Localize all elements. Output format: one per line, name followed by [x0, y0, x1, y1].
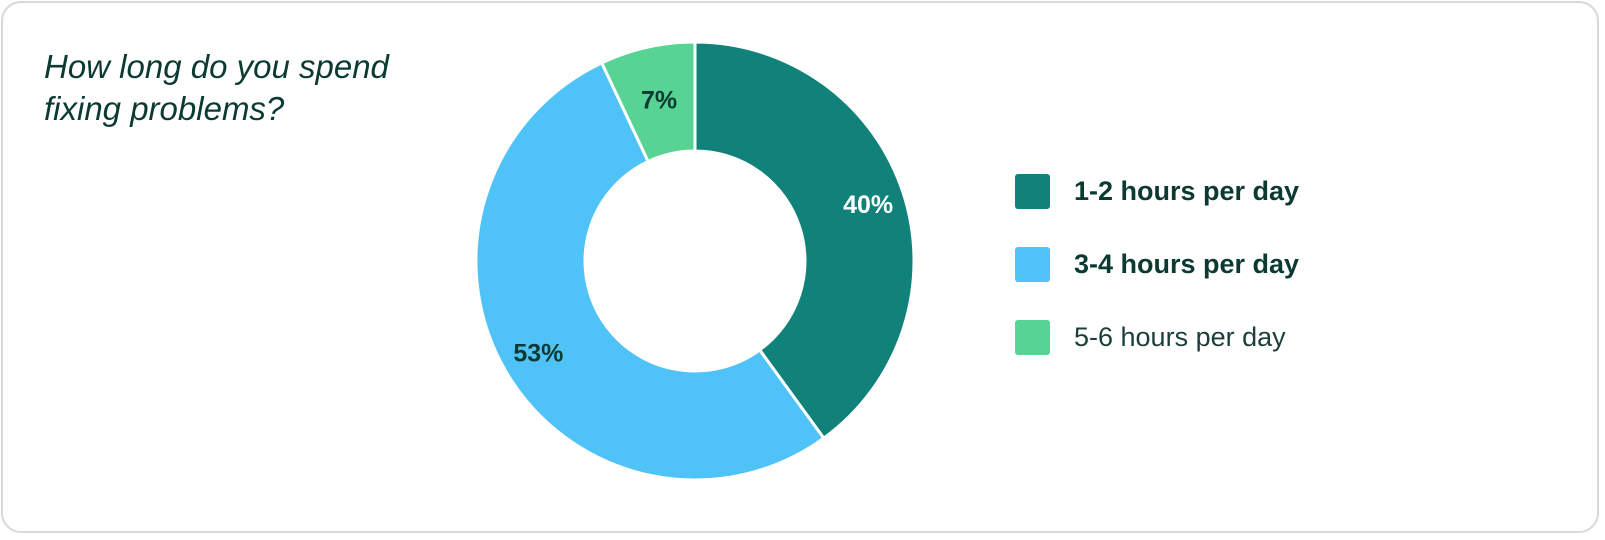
legend-swatch	[1015, 173, 1050, 209]
legend-label: 3-4 hours per day	[1074, 248, 1300, 279]
slice-label-3: 7%	[641, 86, 677, 114]
legend-label: 1-2 hours per day	[1074, 175, 1300, 206]
chart-title: How long do you spend fixing problems?	[44, 48, 389, 127]
legend-swatch	[1015, 246, 1050, 282]
legend-item-5-6-hours: 5-6 hours per day	[1015, 319, 1299, 355]
donut-slice-1	[693, 40, 916, 441]
chart-legend: 1-2 hours per day 3-4 hours per day 5-6 …	[1015, 173, 1299, 392]
slice-label-1: 40%	[843, 191, 893, 219]
donut-slices	[474, 40, 916, 482]
legend-item-1-2-hours: 1-2 hours per day	[1015, 173, 1299, 209]
donut-slice-labels: 40% 53% 7%	[513, 86, 893, 367]
donut-slice-3	[599, 40, 697, 164]
slice-label-2: 53%	[513, 340, 563, 368]
donut-slice-2	[474, 60, 826, 482]
legend-item-3-4-hours: 3-4 hours per day	[1015, 246, 1299, 282]
legend-swatch	[1015, 319, 1050, 355]
legend-label: 5-6 hours per day	[1074, 321, 1286, 352]
